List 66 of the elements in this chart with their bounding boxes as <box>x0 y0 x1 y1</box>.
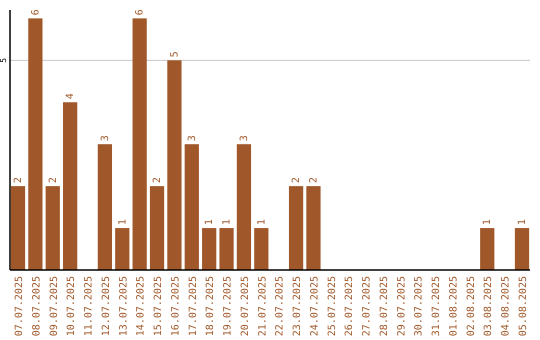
data-label: 1 <box>222 219 233 226</box>
bar <box>480 228 494 270</box>
x-tick-label: 01.08.2025 <box>448 276 460 336</box>
bar <box>219 228 234 270</box>
bar <box>202 228 216 270</box>
data-label: 2 <box>152 177 164 184</box>
x-tick-label: 16.07.2025 <box>170 276 182 336</box>
bar <box>115 228 130 270</box>
x-tick-label: 02.08.2025 <box>466 276 477 336</box>
data-label: 2 <box>291 177 302 184</box>
x-tick-label: 13.07.2025 <box>118 276 130 336</box>
data-label: 6 <box>30 9 42 16</box>
x-tick-label: 07.07.2025 <box>14 276 25 336</box>
data-label: 1 <box>204 219 216 226</box>
bar <box>98 144 112 270</box>
bar <box>254 228 268 270</box>
bar <box>184 144 199 270</box>
bar <box>63 102 78 270</box>
x-tick-label: 30.07.2025 <box>414 276 425 336</box>
x-tick-label: 15.07.2025 <box>153 276 164 336</box>
x-tick-label: 31.07.2025 <box>431 276 442 336</box>
data-label: 5 <box>169 51 180 58</box>
x-tick-label: 08.07.2025 <box>31 276 42 336</box>
bar <box>46 186 60 270</box>
bar <box>288 186 304 270</box>
x-tick-label: 23.07.2025 <box>292 276 304 336</box>
bar <box>132 18 147 270</box>
x-tick-label: 04.08.2025 <box>500 276 512 336</box>
bar <box>167 60 182 270</box>
x-tick-label: 29.07.2025 <box>396 276 408 336</box>
data-label: 1 <box>117 219 128 226</box>
data-label: 3 <box>100 135 111 142</box>
x-tick-label: 22.07.2025 <box>274 276 286 336</box>
x-tick-label: 11.07.2025 <box>84 276 95 336</box>
data-label: 1 <box>256 219 268 226</box>
x-tick-label: 21.07.2025 <box>257 276 268 336</box>
data-label: 1 <box>482 219 494 226</box>
x-tick-label: 25.07.2025 <box>326 276 338 336</box>
x-tick-label: 17.07.2025 <box>188 276 199 336</box>
x-tick-label: 18.07.2025 <box>205 276 216 336</box>
bar <box>10 186 26 270</box>
data-label: 2 <box>48 177 59 184</box>
x-tick-label: 28.07.2025 <box>378 276 390 336</box>
data-label: 3 <box>238 135 250 142</box>
x-tick-label: 19.07.2025 <box>222 276 234 336</box>
x-tick-label: 03.08.2025 <box>483 276 494 336</box>
bar <box>28 18 42 270</box>
data-label: 6 <box>134 9 146 16</box>
x-tick-label: 09.07.2025 <box>48 276 60 336</box>
data-label: 3 <box>186 135 198 142</box>
bar <box>150 186 164 270</box>
data-label: 1 <box>517 219 528 226</box>
data-label: 2 <box>308 177 320 184</box>
data-label: 2 <box>12 177 24 184</box>
bar <box>236 144 252 270</box>
x-tick-label: 20.07.2025 <box>240 276 251 336</box>
x-tick-label: 27.07.2025 <box>362 276 373 336</box>
x-tick-label: 26.07.2025 <box>344 276 356 336</box>
x-tick-label: 24.07.2025 <box>309 276 320 336</box>
x-tick-label: 14.07.2025 <box>136 276 147 336</box>
x-tick-label: 12.07.2025 <box>100 276 112 336</box>
x-tick-label: 10.07.2025 <box>66 276 78 336</box>
data-label: 4 <box>65 93 76 100</box>
x-tick-label: 05.08.2025 <box>518 276 530 336</box>
bar <box>306 186 321 270</box>
bar <box>514 228 530 270</box>
